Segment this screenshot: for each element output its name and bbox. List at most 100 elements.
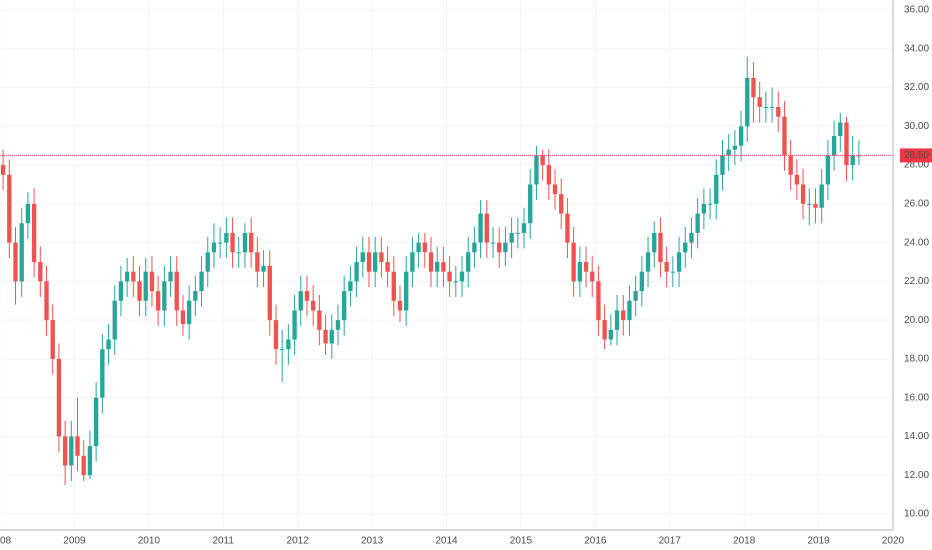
candle-body: [69, 436, 74, 466]
candle-body: [205, 252, 210, 272]
x-tick-label: 2016: [584, 536, 607, 547]
candle-body: [75, 436, 80, 456]
candle-body: [503, 242, 508, 253]
plot: [0, 56, 893, 485]
x-tick-label: 2013: [361, 536, 384, 547]
y-tick-label: 22.00: [904, 276, 929, 287]
x-tick-label: 2010: [138, 536, 161, 547]
candle-body: [583, 261, 589, 272]
candle-body: [441, 261, 446, 272]
candle-body: [490, 242, 496, 244]
candle-body: [720, 155, 725, 175]
candle-body: [211, 242, 217, 253]
candle-body: [19, 223, 24, 282]
y-tick-label: 14.00: [904, 431, 929, 442]
candle-body: [807, 203, 812, 205]
candle-body: [100, 349, 105, 398]
candle-body: [782, 116, 787, 156]
candle-body: [540, 155, 545, 166]
x-tick-label: 2012: [287, 536, 310, 547]
candle-body: [664, 261, 669, 272]
x-tick-label: 2009: [63, 536, 86, 547]
candle-body: [217, 242, 223, 244]
candle-body: [559, 194, 564, 214]
x-tick-label: 2014: [435, 536, 458, 547]
x-tick-label: 2011: [212, 536, 234, 547]
candle-body: [670, 271, 676, 273]
candle-body: [242, 232, 248, 253]
candle-body: [552, 184, 558, 195]
candle-body: [304, 291, 310, 301]
candle-body: [360, 252, 365, 262]
candle-body: [813, 203, 818, 208]
candle-body: [25, 203, 31, 224]
candle-body: [528, 184, 533, 224]
candle-body: [267, 265, 272, 321]
candle-body: [509, 232, 514, 243]
candle-body: [422, 242, 427, 253]
candle-body: [13, 242, 18, 282]
candle-body: [819, 184, 824, 208]
candle-body: [521, 223, 527, 233]
candle-body: [56, 358, 62, 437]
x-tick-label: 2019: [807, 536, 830, 547]
candle-body: [484, 213, 489, 243]
candle-body: [348, 281, 353, 292]
candle-body: [683, 242, 688, 253]
candle-body: [788, 155, 793, 175]
candle-body: [621, 310, 626, 321]
y-tick-label: 30.00: [904, 121, 929, 132]
x-tick-label: 2008: [0, 536, 12, 547]
candle-body: [689, 232, 694, 243]
y-tick-label: 26.00: [904, 199, 929, 210]
grid: [0, 0, 894, 530]
candle-body: [155, 291, 161, 311]
candle-body: [428, 252, 434, 272]
candle-body: [769, 106, 775, 108]
candle-body: [38, 261, 43, 282]
candle-body: [447, 271, 452, 282]
x-tick-label: 2017: [659, 536, 682, 547]
candle-body: [757, 97, 762, 107]
candle-body: [137, 281, 142, 301]
candle-body: [404, 271, 409, 311]
candle-body: [701, 203, 707, 214]
candle-body: [255, 252, 260, 272]
candle-body: [577, 261, 583, 282]
x-tick-label: 2020: [882, 536, 905, 547]
candle-body: [714, 174, 719, 204]
candle-body: [124, 271, 130, 282]
candle-body: [236, 252, 241, 254]
y-tick-label: 32.00: [904, 82, 929, 93]
y-tick-label: 18.00: [904, 354, 929, 365]
y-tick-label: 10.00: [904, 509, 929, 520]
candle-body: [602, 320, 607, 340]
candle-body: [751, 77, 756, 98]
x-tick-label: 2015: [510, 536, 533, 547]
candle-body: [385, 261, 390, 272]
candle-body: [199, 271, 204, 292]
candle-body: [180, 310, 186, 325]
candle-body: [186, 300, 192, 325]
candle-body: [645, 252, 651, 272]
candle-body: [373, 252, 378, 272]
candle-body: [0, 165, 6, 175]
candle-body: [627, 300, 632, 321]
candle-body: [453, 281, 458, 283]
candle-body: [850, 155, 855, 166]
candle-body: [478, 213, 483, 243]
candle-body: [745, 77, 750, 127]
candle-body: [565, 213, 570, 243]
candle-body: [571, 242, 576, 282]
candle-body: [732, 145, 738, 150]
candle-body: [87, 446, 93, 476]
candle-body: [844, 122, 849, 166]
candle-body: [776, 106, 781, 117]
candle-body: [633, 291, 638, 301]
y-tick-label: 28.00: [904, 160, 929, 171]
candle-body: [546, 165, 551, 185]
candle-body: [292, 310, 297, 340]
candle-body: [286, 339, 291, 350]
candle-body: [248, 232, 254, 253]
